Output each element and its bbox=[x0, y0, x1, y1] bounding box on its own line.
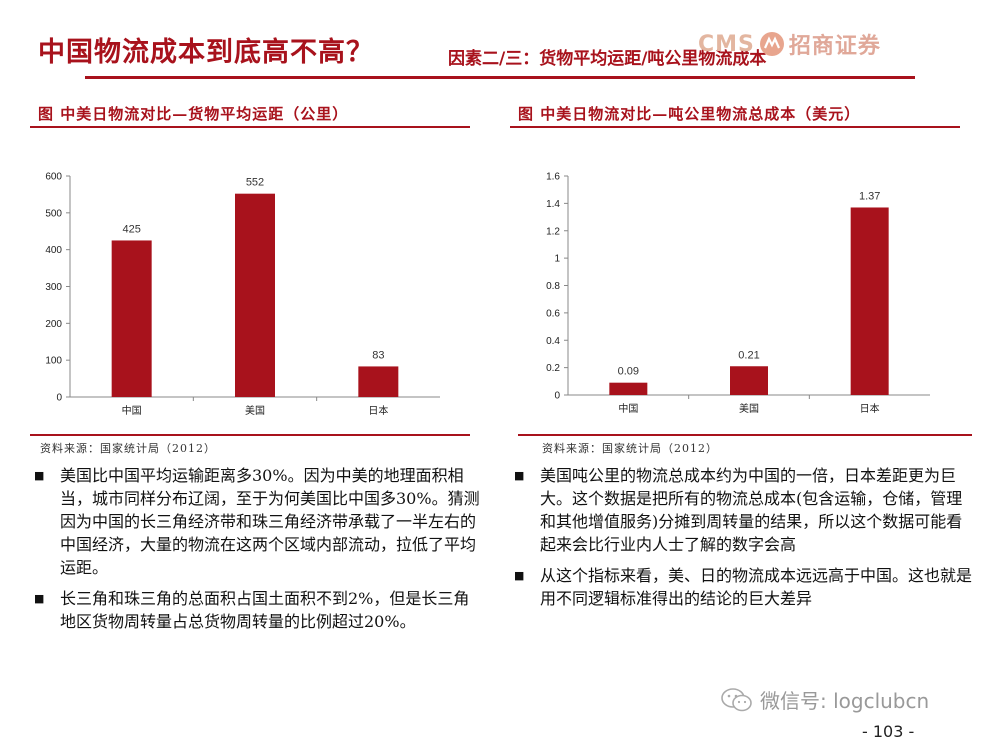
right-source: 资料来源：国家统计局（2012） bbox=[542, 442, 718, 455]
x-tick-label: 中国 bbox=[122, 404, 142, 417]
bar bbox=[609, 382, 648, 395]
y-tick-label: 1.6 bbox=[546, 172, 560, 183]
x-tick-label: 美国 bbox=[739, 402, 759, 415]
y-tick-label: 100 bbox=[45, 356, 62, 367]
y-tick-label: 300 bbox=[45, 282, 62, 293]
page-number: - 103 - bbox=[862, 722, 915, 741]
x-tick-label: 美国 bbox=[245, 404, 265, 417]
bar bbox=[358, 366, 399, 397]
data-label: 0.09 bbox=[618, 366, 639, 378]
x-tick-label: 中国 bbox=[618, 402, 638, 415]
y-tick-label: 1.4 bbox=[546, 199, 560, 210]
data-label: 1.37 bbox=[859, 190, 880, 202]
y-tick-label: 200 bbox=[45, 319, 62, 330]
header-divider bbox=[85, 76, 915, 79]
y-tick-label: 400 bbox=[45, 245, 62, 256]
data-label: 552 bbox=[246, 177, 264, 189]
left-source: 资料来源：国家统计局（2012） bbox=[40, 442, 216, 455]
right-bullets: ■ 美国吨公里的物流总成本约为中国的一倍，日本差距更为巨大。这个数据是把所有的物… bbox=[514, 464, 974, 610]
y-tick-label: 0.2 bbox=[546, 363, 560, 374]
bar bbox=[235, 193, 275, 397]
bar bbox=[850, 207, 889, 395]
bar bbox=[111, 240, 152, 397]
bullet-square-icon: ■ bbox=[514, 469, 525, 482]
left-title-underline bbox=[30, 126, 470, 128]
y-tick-label: 500 bbox=[45, 208, 62, 219]
x-tick-label: 日本 bbox=[860, 402, 880, 415]
right-bar-chart: 0 0.2 0.4 0.6 0.8 1 1.2 1.4 1.6 0.09 中国 0.21 美国 1.37 日… bbox=[546, 172, 930, 415]
bar bbox=[730, 366, 768, 395]
logo-text: CMS bbox=[698, 31, 755, 57]
right-source-line bbox=[518, 434, 972, 436]
right-chart-title: 图 中美日物流对比—吨公里物流总成本（美元） bbox=[518, 105, 861, 123]
bullet-square-icon: ■ bbox=[34, 469, 45, 482]
wechat-icon bbox=[721, 687, 752, 711]
wechat-id: 微信号: logclubcn bbox=[760, 689, 930, 713]
y-tick-label: 600 bbox=[45, 172, 62, 183]
list-item: ■ 美国吨公里的物流总成本约为中国的一倍，日本差距更为巨大。这个数据是把所有的物… bbox=[514, 466, 963, 554]
y-tick-label: 0.8 bbox=[546, 281, 560, 292]
bullet-square-icon: ■ bbox=[514, 569, 525, 582]
left-bullets: ■ 美国比中国平均运输距离多30%。因为中美的地理面积相当，城市同样分布辽阔，至… bbox=[34, 464, 484, 633]
x-tick-label: 日本 bbox=[368, 404, 388, 417]
logo-mark-icon bbox=[759, 32, 784, 56]
page-subtitle: 因素二/三：货物平均运距/吨公里物流成本 bbox=[448, 49, 767, 69]
data-label: 0.21 bbox=[738, 349, 759, 361]
data-label: 83 bbox=[372, 349, 384, 361]
y-tick-label: 1.2 bbox=[546, 226, 560, 237]
bullet-square-icon: ■ bbox=[34, 592, 45, 605]
data-label: 425 bbox=[122, 223, 140, 235]
left-chart-title: 图 中美日物流对比—货物平均运距（公里） bbox=[38, 105, 349, 123]
list-item: ■ 从这个指标来看，美、日的物流成本远远高于中国。这也就是用不同逻辑标准得出的结… bbox=[514, 566, 973, 608]
y-tick-label: 1 bbox=[554, 254, 560, 265]
logo-cn-text: 招商证券 bbox=[788, 34, 881, 59]
y-tick-label: 0.4 bbox=[546, 336, 560, 347]
y-tick-label: 0.6 bbox=[546, 308, 560, 319]
page-title: 中国物流成本到底高不高？ bbox=[38, 37, 374, 68]
list-item: ■ 美国比中国平均运输距离多30%。因为中美的地理面积相当，城市同样分布辽阔，至… bbox=[34, 466, 480, 577]
y-tick-label: 0 bbox=[554, 391, 560, 402]
wechat-watermark: 微信号: logclubcn bbox=[720, 685, 929, 714]
left-source-line bbox=[30, 434, 470, 436]
brand-logo: CMS 招商证券 bbox=[698, 28, 881, 60]
list-item: ■ 长三角和珠三角的总面积占国土面积不到2%，但是长三角地区货物周转量占总货物周… bbox=[34, 589, 470, 631]
left-bar-chart: 0 100 200 300 400 500 600 425 中国 552 美国 83 日本 bbox=[45, 172, 440, 417]
y-tick-label: 0 bbox=[56, 393, 62, 404]
right-title-underline bbox=[510, 126, 960, 128]
